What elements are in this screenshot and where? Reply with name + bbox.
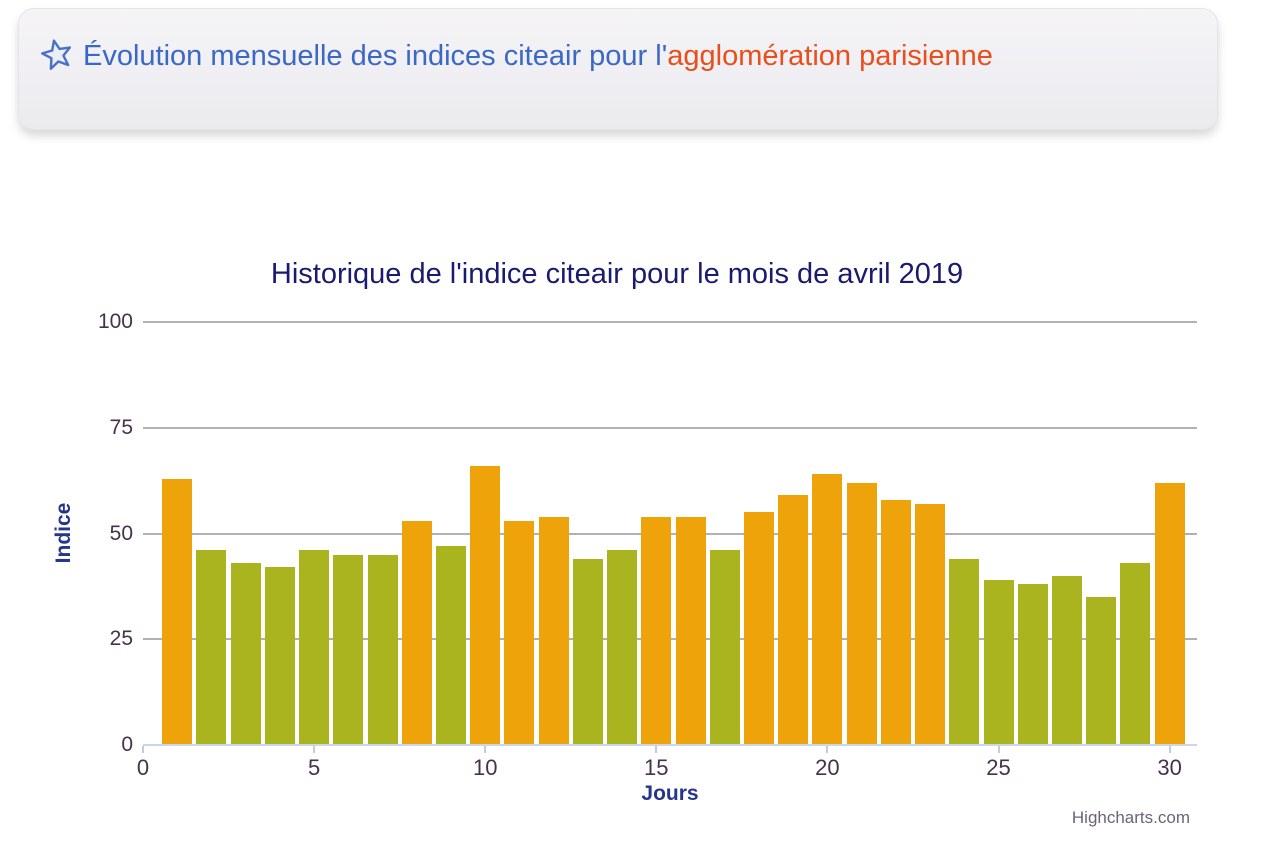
chart-title: Historique de l'indice citeair pour le m… (270, 258, 964, 290)
bar-day-29[interactable] (1120, 563, 1151, 745)
x-axis-tick (484, 746, 487, 753)
bar-day-19[interactable] (778, 495, 809, 745)
header-banner: Évolution mensuelle des indices citeair … (18, 8, 1218, 130)
y-axis-tick-label: 50 (109, 521, 133, 545)
bar-day-26[interactable] (1017, 584, 1048, 745)
x-axis-tick-label: 5 (307, 755, 321, 780)
x-axis-tick (997, 746, 1000, 753)
banner-title-highlight: agglomération parisienne (667, 39, 993, 72)
x-axis-tick (142, 746, 144, 753)
y-axis-tick-label: 25 (109, 627, 133, 651)
bar-day-6[interactable] (333, 554, 364, 745)
highcharts-credit[interactable]: Highcharts.com (1071, 808, 1190, 827)
banner-title: Évolution mensuelle des indices citeair … (83, 40, 993, 73)
bar-day-21[interactable] (846, 482, 877, 745)
x-axis-line (143, 744, 1197, 746)
bar-day-23[interactable] (915, 503, 946, 745)
bar-day-27[interactable] (1051, 575, 1082, 745)
bar-day-20[interactable] (812, 474, 843, 745)
bar-day-15[interactable] (641, 516, 672, 745)
bar-day-14[interactable] (607, 550, 638, 745)
bar-day-3[interactable] (230, 563, 261, 745)
bar-day-16[interactable] (675, 516, 706, 745)
gridline (143, 321, 1197, 323)
y-axis-tick-label: 0 (121, 733, 133, 756)
x-axis-tick-label: 20 (815, 755, 840, 780)
x-axis-tick-label: 15 (644, 755, 669, 780)
star-icon (39, 37, 83, 77)
bar-day-5[interactable] (299, 550, 330, 745)
bar-day-9[interactable] (435, 546, 466, 745)
x-axis-tick-label: 25 (986, 755, 1011, 780)
x-axis-tick-label: 10 (472, 755, 498, 780)
bar-day-1[interactable] (162, 478, 193, 745)
banner-title-main: Évolution mensuelle des indices citeair … (83, 39, 668, 72)
bar-day-12[interactable] (538, 516, 569, 745)
bar-day-8[interactable] (401, 520, 432, 745)
bar-day-25[interactable] (983, 580, 1014, 745)
bar-day-30[interactable] (1154, 482, 1185, 745)
y-axis-tick-label: 100 (97, 310, 133, 333)
x-axis-tick (1168, 746, 1171, 753)
bar-day-2[interactable] (196, 550, 227, 745)
x-axis-tick (655, 746, 658, 753)
header-row: Évolution mensuelle des indices citeair … (19, 9, 1217, 77)
x-axis-tick (313, 746, 316, 753)
bar-day-13[interactable] (572, 558, 603, 745)
x-axis-tick (826, 746, 829, 753)
bar-day-17[interactable] (709, 550, 740, 745)
bar-day-28[interactable] (1086, 596, 1117, 745)
bar-day-24[interactable] (949, 558, 980, 745)
bar-day-22[interactable] (880, 499, 911, 745)
y-axis-tick-label: 75 (109, 415, 133, 439)
bar-day-11[interactable] (504, 520, 535, 745)
bar-day-4[interactable] (264, 567, 295, 745)
x-axis-tick-label: 30 (1157, 755, 1182, 780)
x-axis-title: Jours (641, 782, 699, 805)
x-axis-tick-label: 0 (136, 755, 150, 780)
gridline (143, 426, 1197, 429)
bar-day-18[interactable] (743, 512, 774, 745)
bar-day-10[interactable] (470, 465, 501, 745)
bar-day-7[interactable] (367, 554, 398, 745)
